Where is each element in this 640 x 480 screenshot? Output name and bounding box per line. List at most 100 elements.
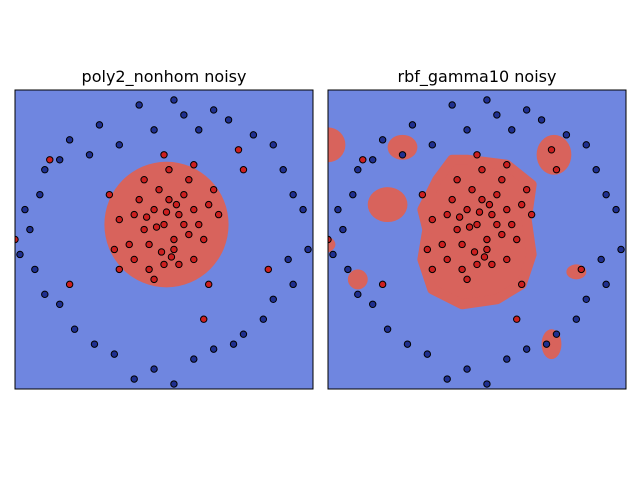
data-point-class-1 <box>513 315 521 323</box>
data-point-class-1 <box>160 151 168 159</box>
data-point-class-1 <box>155 185 163 194</box>
decision-region <box>417 154 537 310</box>
data-point-class-1 <box>135 195 143 204</box>
data-point-class-1 <box>480 253 489 261</box>
data-point-class-1 <box>508 220 516 229</box>
data-point-class-1 <box>458 265 466 274</box>
data-point-class-1 <box>483 245 491 254</box>
data-point-class-0 <box>602 280 610 289</box>
data-point-class-1 <box>142 213 151 221</box>
data-point-class-0 <box>443 375 451 383</box>
data-point-class-0 <box>334 205 342 214</box>
data-point-class-0 <box>423 350 432 358</box>
data-point-class-1 <box>359 156 367 164</box>
data-point-class-0 <box>36 190 44 199</box>
data-point-class-1 <box>478 166 486 174</box>
subplot-title: poly2_nonhom noisy <box>82 67 247 87</box>
data-point-class-1 <box>234 146 243 154</box>
data-point-class-0 <box>463 126 471 134</box>
data-point-class-1 <box>239 166 248 174</box>
data-point-class-1 <box>170 245 178 254</box>
data-point-class-0 <box>229 340 238 348</box>
data-point-class-1 <box>463 275 471 284</box>
axes-frame <box>327 89 627 390</box>
data-point-class-0 <box>85 151 94 159</box>
data-point-class-1 <box>438 240 446 249</box>
data-point-class-0 <box>170 380 178 388</box>
data-point-class-1 <box>448 195 456 204</box>
data-point-class-0 <box>542 340 551 348</box>
data-point-class-1 <box>180 190 188 199</box>
data-point-class-1 <box>190 205 198 214</box>
data-point-class-1 <box>552 166 561 174</box>
data-point-class-1 <box>140 176 148 184</box>
data-point-class-0 <box>562 131 571 139</box>
data-point-class-1 <box>110 245 119 254</box>
data-point-class-1 <box>503 255 511 264</box>
data-point-class-1 <box>190 161 198 169</box>
data-point-class-0 <box>150 126 158 134</box>
data-point-class-0 <box>259 315 268 323</box>
data-point-class-1 <box>498 230 506 239</box>
data-point-class-0 <box>349 190 357 199</box>
data-point-class-1 <box>473 260 481 269</box>
data-point-class-1 <box>200 235 208 244</box>
data-point-class-0 <box>115 141 124 149</box>
data-point-class-1 <box>160 260 168 269</box>
data-point-class-1 <box>46 156 54 164</box>
axes-frame <box>14 89 314 390</box>
data-point-class-1 <box>455 213 464 221</box>
data-point-class-0 <box>190 355 198 363</box>
data-point-class-1 <box>453 176 461 184</box>
data-point-class-1 <box>167 253 176 261</box>
data-point-class-1 <box>200 315 208 323</box>
data-point-class-0 <box>16 250 24 259</box>
data-point-class-1 <box>150 205 158 214</box>
data-point-class-1 <box>458 240 466 249</box>
data-point-class-0 <box>592 166 600 174</box>
data-point-class-0 <box>209 345 218 353</box>
data-point-class-0 <box>448 101 456 109</box>
data-point-class-1 <box>205 200 213 209</box>
data-point-class-1 <box>518 280 526 289</box>
data-point-class-0 <box>65 136 74 144</box>
data-point-class-0 <box>279 166 287 174</box>
data-point-class-1 <box>423 245 432 254</box>
data-point-class-1 <box>165 195 173 204</box>
data-point-class-1 <box>513 235 521 244</box>
subplot-poly2-nonhom: poly2_nonhom noisy <box>14 67 314 390</box>
data-point-class-0 <box>602 190 610 199</box>
data-point-class-1 <box>115 215 124 224</box>
data-point-class-1 <box>150 275 158 284</box>
data-point-class-0 <box>572 315 581 323</box>
decision-regions-class-1 <box>328 127 587 360</box>
data-point-class-0 <box>369 156 377 164</box>
data-point-class-1 <box>175 210 183 219</box>
data-point-class-1 <box>162 208 171 216</box>
data-point-class-1 <box>172 200 181 209</box>
data-point-class-1 <box>498 176 506 184</box>
decision-region <box>387 134 418 160</box>
data-point-class-1 <box>475 208 484 216</box>
data-point-class-0 <box>195 126 203 134</box>
data-point-class-1 <box>105 190 114 199</box>
data-point-class-1 <box>328 235 332 244</box>
data-point-class-1 <box>264 265 272 274</box>
data-point-class-0 <box>597 255 605 264</box>
data-point-class-0 <box>463 365 471 373</box>
data-points <box>15 96 312 388</box>
data-point-class-0 <box>552 330 561 338</box>
data-point-class-0 <box>95 121 104 129</box>
data-point-class-0 <box>130 375 138 383</box>
decision-region <box>367 187 408 223</box>
data-point-class-0 <box>209 106 218 114</box>
data-point-class-1 <box>473 151 481 159</box>
data-point-class-1 <box>547 146 556 154</box>
data-point-class-1 <box>130 210 138 219</box>
data-point-class-1 <box>175 260 183 269</box>
data-point-class-1 <box>493 190 501 199</box>
data-point-class-1 <box>195 220 203 229</box>
data-point-class-1 <box>493 220 501 229</box>
data-point-class-1 <box>157 248 166 256</box>
